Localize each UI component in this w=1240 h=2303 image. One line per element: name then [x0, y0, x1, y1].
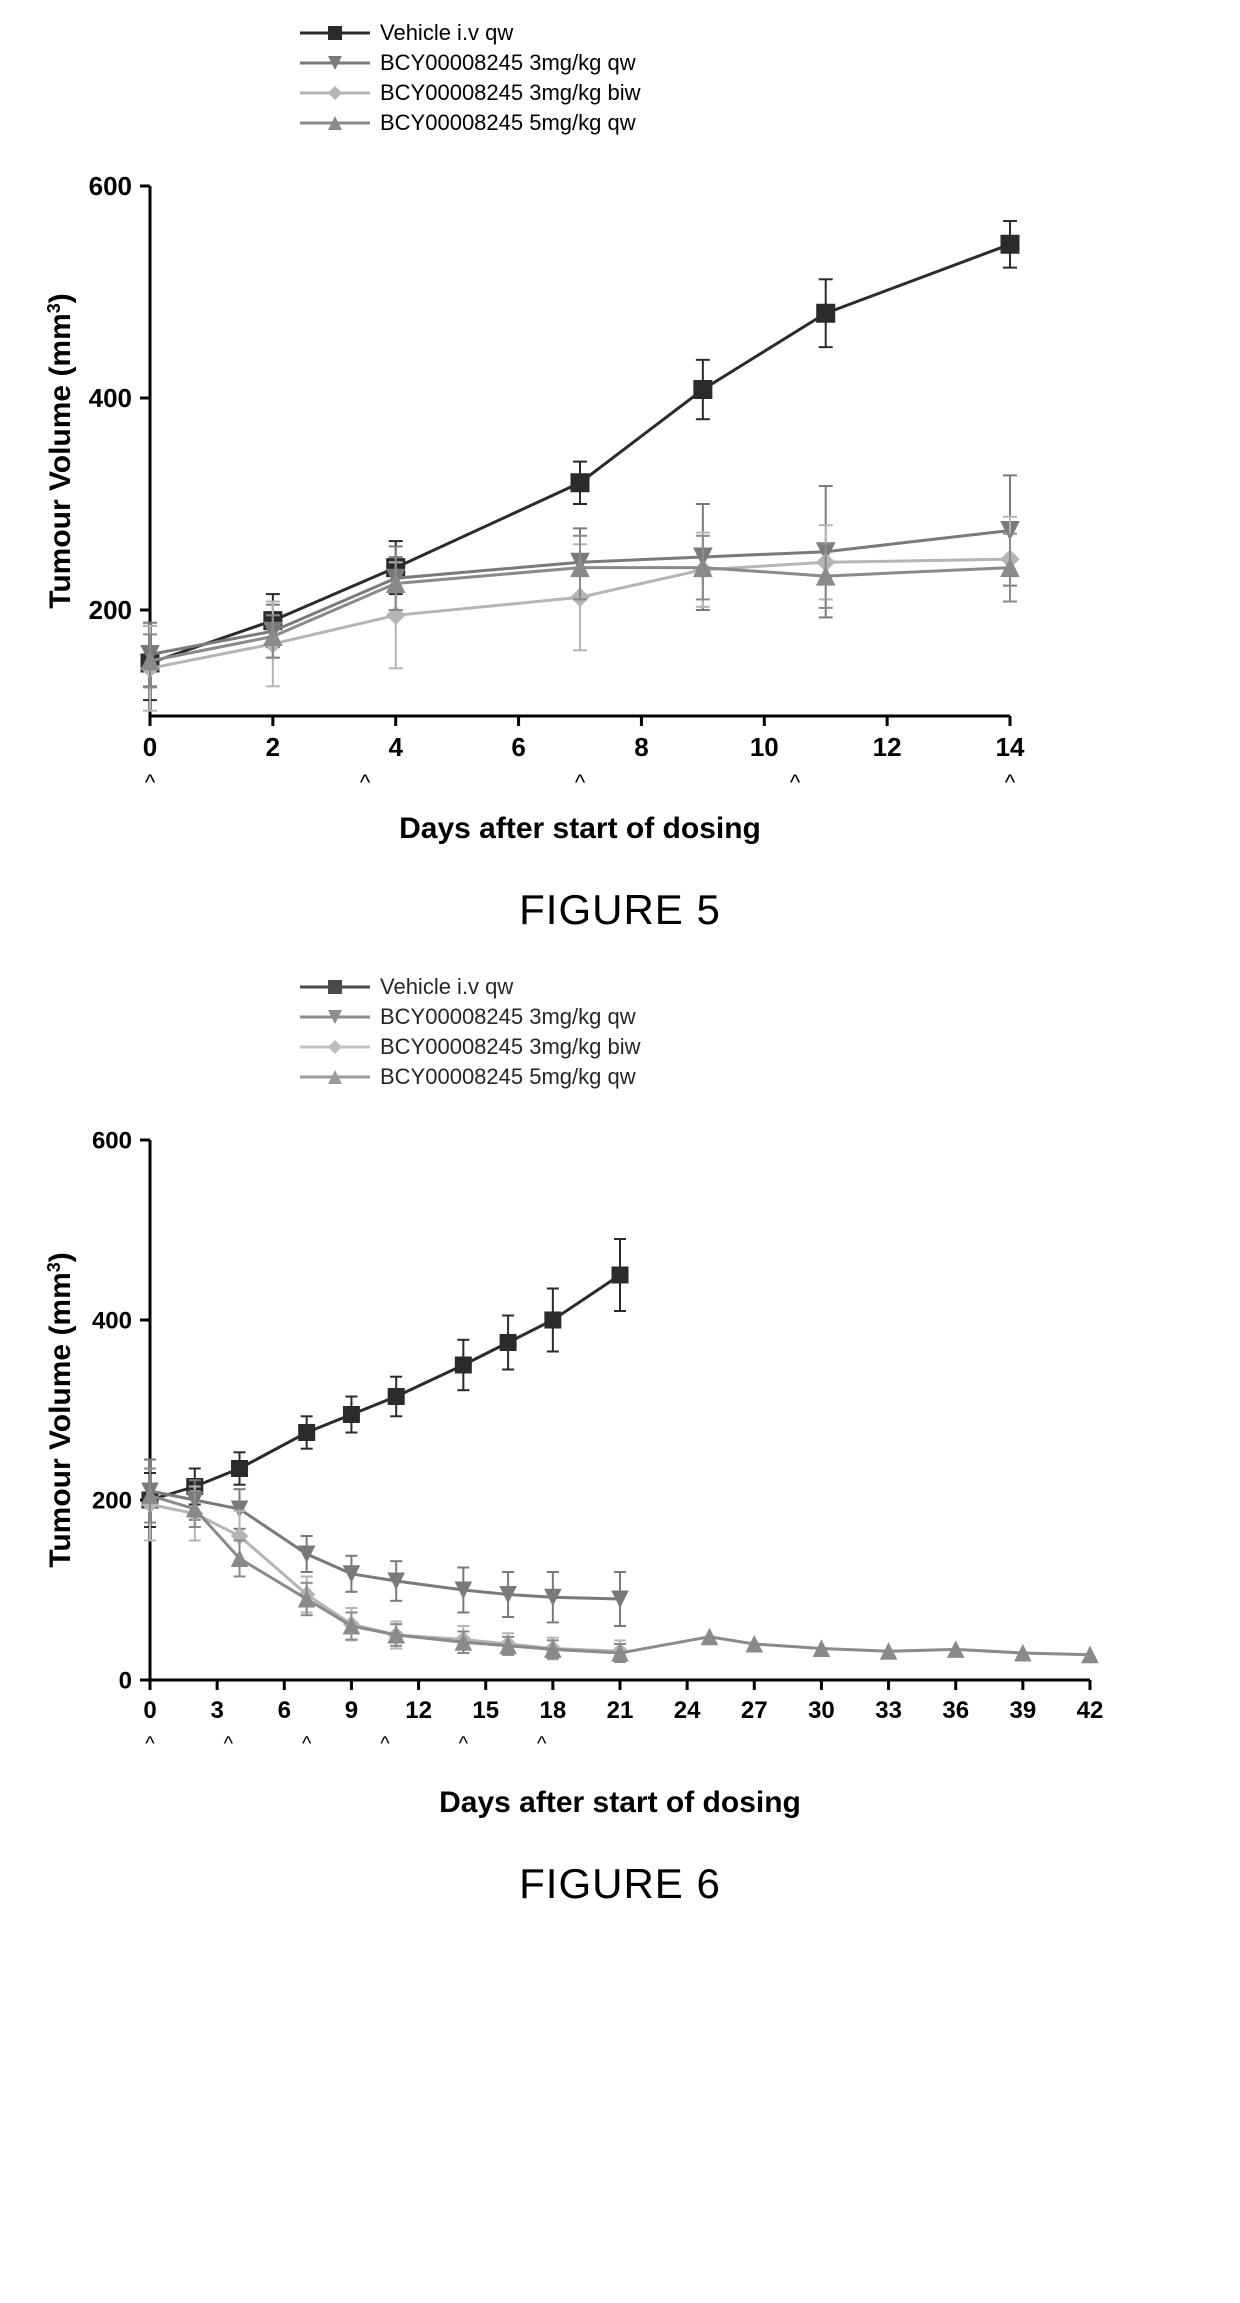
legend-item: BCY00008245 5mg/kg qw [300, 110, 1220, 136]
y-tick-label: 0 [119, 1667, 132, 1694]
data-marker [299, 1425, 315, 1441]
caret-mark: ^ [224, 1733, 234, 1755]
x-tick-label: 9 [345, 1697, 358, 1724]
x-tick-label: 3 [210, 1697, 223, 1724]
caret-mark: ^ [380, 1733, 390, 1755]
y-tick-label: 200 [89, 595, 132, 625]
x-tick-label: 39 [1010, 1697, 1037, 1724]
legend-marker-icon [300, 1067, 370, 1087]
caret-mark: ^ [537, 1733, 547, 1755]
x-tick-label: 42 [1077, 1697, 1104, 1724]
x-tick-label: 2 [266, 732, 280, 762]
legend-label: BCY00008245 3mg/kg qw [380, 1004, 636, 1030]
data-marker [571, 474, 589, 492]
figure-6-chart: 020040060003691215182124273033363942^^^^… [20, 1110, 1120, 1830]
data-marker [455, 1357, 471, 1373]
x-tick-label: 36 [942, 1697, 969, 1724]
caret-mark: ^ [790, 770, 801, 795]
x-tick-label: 18 [540, 1697, 567, 1724]
x-tick-label: 0 [143, 1697, 156, 1724]
figure-6-block: Vehicle i.v qw BCY00008245 3mg/kg qw BCY00… [20, 974, 1220, 1908]
legend-label: Vehicle i.v qw [380, 20, 513, 46]
figure-5-caption: FIGURE 5 [20, 886, 1220, 934]
y-axis-label: Tumour Volume (mm3) [44, 293, 77, 609]
x-tick-label: 12 [873, 732, 902, 762]
legend-item: BCY00008245 3mg/kg biw [300, 80, 1220, 106]
x-tick-label: 15 [472, 1697, 499, 1724]
x-axis-label: Days after start of dosing [399, 812, 761, 845]
y-axis-label: Tumour Volume (mm3) [44, 1252, 77, 1568]
legend-label: BCY00008245 5mg/kg qw [380, 110, 636, 136]
x-tick-label: 10 [750, 732, 779, 762]
caret-mark: ^ [360, 770, 371, 795]
data-marker [817, 304, 835, 322]
caret-mark: ^ [1005, 770, 1016, 795]
figure-5-legend: Vehicle i.v qw BCY00008245 3mg/kg qw BCY00… [300, 20, 1220, 136]
x-tick-label: 8 [634, 732, 648, 762]
caret-mark: ^ [145, 1733, 155, 1755]
data-marker [545, 1312, 561, 1328]
legend-item: BCY00008245 5mg/kg qw [300, 1064, 1220, 1090]
data-marker [388, 1389, 404, 1405]
legend-item: BCY00008245 3mg/kg biw [300, 1034, 1220, 1060]
legend-label: Vehicle i.v qw [380, 974, 513, 1000]
x-tick-label: 0 [143, 732, 157, 762]
caret-mark: ^ [145, 770, 156, 795]
legend-marker-icon [300, 83, 370, 103]
data-marker [500, 1335, 516, 1351]
figure-5-block: Vehicle i.v qw BCY00008245 3mg/kg qw BCY00… [20, 20, 1220, 934]
data-marker [694, 381, 712, 399]
x-tick-label: 33 [875, 1697, 902, 1724]
series-line [150, 1491, 620, 1599]
legend-marker-icon [300, 53, 370, 73]
data-marker [187, 1501, 203, 1517]
legend-item: BCY00008245 3mg/kg qw [300, 50, 1220, 76]
x-tick-label: 6 [511, 732, 525, 762]
legend-marker-icon [300, 23, 370, 43]
caret-mark: ^ [575, 770, 586, 795]
data-marker [343, 1407, 359, 1423]
x-tick-label: 21 [607, 1697, 634, 1724]
legend-marker-icon [300, 1007, 370, 1027]
figure-6-legend: Vehicle i.v qw BCY00008245 3mg/kg qw BCY00… [300, 974, 1220, 1090]
legend-item: Vehicle i.v qw [300, 974, 1220, 1000]
x-tick-label: 30 [808, 1697, 835, 1724]
data-marker [1001, 235, 1019, 253]
y-tick-label: 400 [89, 383, 132, 413]
data-marker [612, 1267, 628, 1283]
legend-label: BCY00008245 5mg/kg qw [380, 1064, 636, 1090]
y-tick-label: 400 [92, 1307, 132, 1334]
legend-marker-icon [300, 1037, 370, 1057]
x-tick-label: 4 [388, 732, 403, 762]
legend-label: BCY00008245 3mg/kg qw [380, 50, 636, 76]
caret-mark: ^ [302, 1733, 312, 1755]
data-marker [299, 1546, 315, 1562]
figure-5-chart: 200 400 600 0 2 4 6 8 10 12 14 ^ ^ ^ ^ ^ Tumour Volume (… [20, 156, 1040, 856]
y-tick-label: 600 [89, 171, 132, 201]
x-tick-label: 27 [741, 1697, 768, 1724]
legend-item: Vehicle i.v qw [300, 20, 1220, 46]
caret-mark: ^ [459, 1733, 469, 1755]
x-tick-label: 24 [674, 1697, 701, 1724]
y-tick-label: 600 [92, 1127, 132, 1154]
y-tick-label: 200 [92, 1487, 132, 1514]
data-marker [232, 1461, 248, 1477]
x-axis-label: Days after start of dosing [439, 1786, 801, 1819]
series-line [150, 1275, 620, 1500]
x-tick-label: 6 [278, 1697, 291, 1724]
legend-label: BCY00008245 3mg/kg biw [380, 80, 641, 106]
x-tick-label: 14 [996, 732, 1025, 762]
legend-marker-icon [300, 113, 370, 133]
x-tick-label: 12 [405, 1697, 432, 1724]
legend-item: BCY00008245 3mg/kg qw [300, 1004, 1220, 1030]
legend-marker-icon [300, 977, 370, 997]
legend-label: BCY00008245 3mg/kg biw [380, 1034, 641, 1060]
figure-6-caption: FIGURE 6 [20, 1860, 1220, 1908]
